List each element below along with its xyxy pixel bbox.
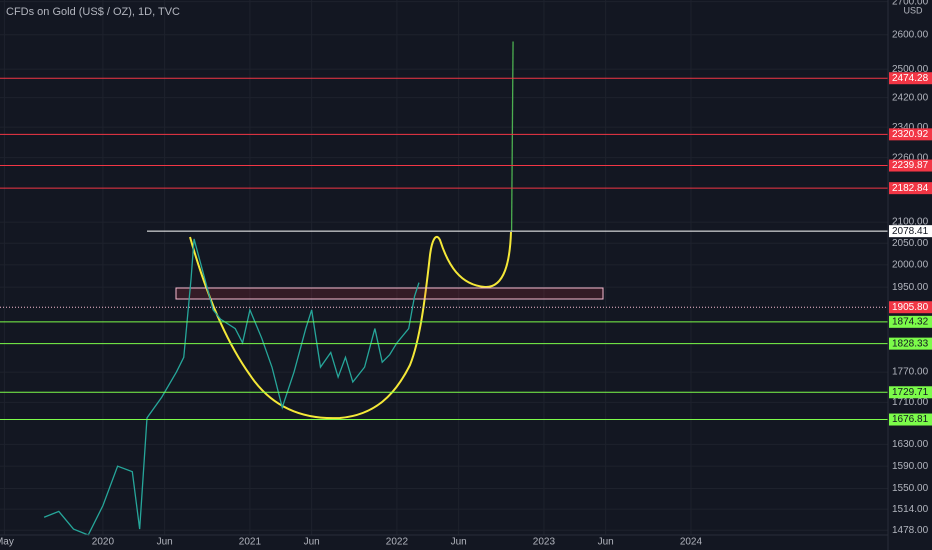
level-label: 2474.28: [892, 73, 929, 84]
level-label-box: [889, 128, 932, 141]
y-tick-label: 2260.00: [892, 152, 929, 163]
x-tick-label: 2020: [92, 537, 115, 548]
y-tick-label: 1950.00: [892, 282, 929, 293]
level-label: 2320.92: [892, 129, 929, 140]
price-line: [510, 41, 514, 232]
y-tick-label: 2100.00: [892, 217, 929, 228]
x-tick-label: 2023: [533, 537, 556, 548]
level-label-box: [889, 225, 932, 238]
level-label: 1676.81: [892, 414, 929, 425]
y-tick-label: 2420.00: [892, 92, 929, 103]
x-tick-label: 2021: [239, 537, 262, 548]
level-label: 1874.32: [892, 316, 929, 327]
y-tick-label: 1478.00: [892, 525, 929, 536]
x-tick-label: Jun: [304, 537, 320, 548]
plot: [0, 41, 888, 536]
y-tick-label: 1710.00: [892, 397, 929, 408]
y-tick-label: 2050.00: [892, 238, 929, 249]
y-tick-label: 1590.00: [892, 461, 929, 472]
level-label-box: [889, 337, 932, 350]
y-tick-label: 2600.00: [892, 29, 929, 40]
y-tick-label: 2000.00: [892, 260, 929, 271]
level-label-box: [889, 72, 932, 85]
zone-box: [175, 287, 604, 300]
price-line: [43, 238, 420, 536]
level-label-box: [889, 301, 932, 314]
x-tick-label: 2022: [386, 537, 409, 548]
cup-drawing: [189, 231, 512, 420]
x-tick-label: May: [0, 537, 14, 548]
x-tick-label: 2024: [680, 537, 703, 548]
level-label: 1729.71: [892, 387, 929, 398]
level-label: 1905.80: [892, 302, 929, 313]
grid: [0, 0, 888, 535]
chart-title: CFDs on Gold (US$ / OZ), 1D, TVC: [6, 6, 180, 18]
level-label: 2239.87: [892, 160, 929, 171]
y-tick-label: 1514.00: [892, 504, 929, 515]
x-tick-label: Jun: [157, 537, 173, 548]
y-tick-label: 1770.00: [892, 367, 929, 378]
level-label: 2078.41: [892, 226, 929, 237]
level-label: 2182.84: [892, 183, 929, 194]
y-tick-label: 2500.00: [892, 64, 929, 75]
x-tick-label: Jun: [451, 537, 467, 548]
y-tick-label: 1550.00: [892, 483, 929, 494]
level-label-box: [889, 386, 932, 399]
level-label-box: [889, 315, 932, 328]
currency-label: USD: [903, 5, 923, 15]
level-label-box: [889, 182, 932, 195]
level-label-box: [889, 159, 932, 172]
level-label: 1828.33: [892, 338, 929, 349]
y-tick-label: 2700.00: [892, 0, 929, 7]
y-tick-label: 1630.00: [892, 439, 929, 450]
y-tick-label: 2340.00: [892, 122, 929, 133]
x-tick-label: Jun: [598, 537, 614, 548]
level-label-box: [889, 413, 932, 426]
